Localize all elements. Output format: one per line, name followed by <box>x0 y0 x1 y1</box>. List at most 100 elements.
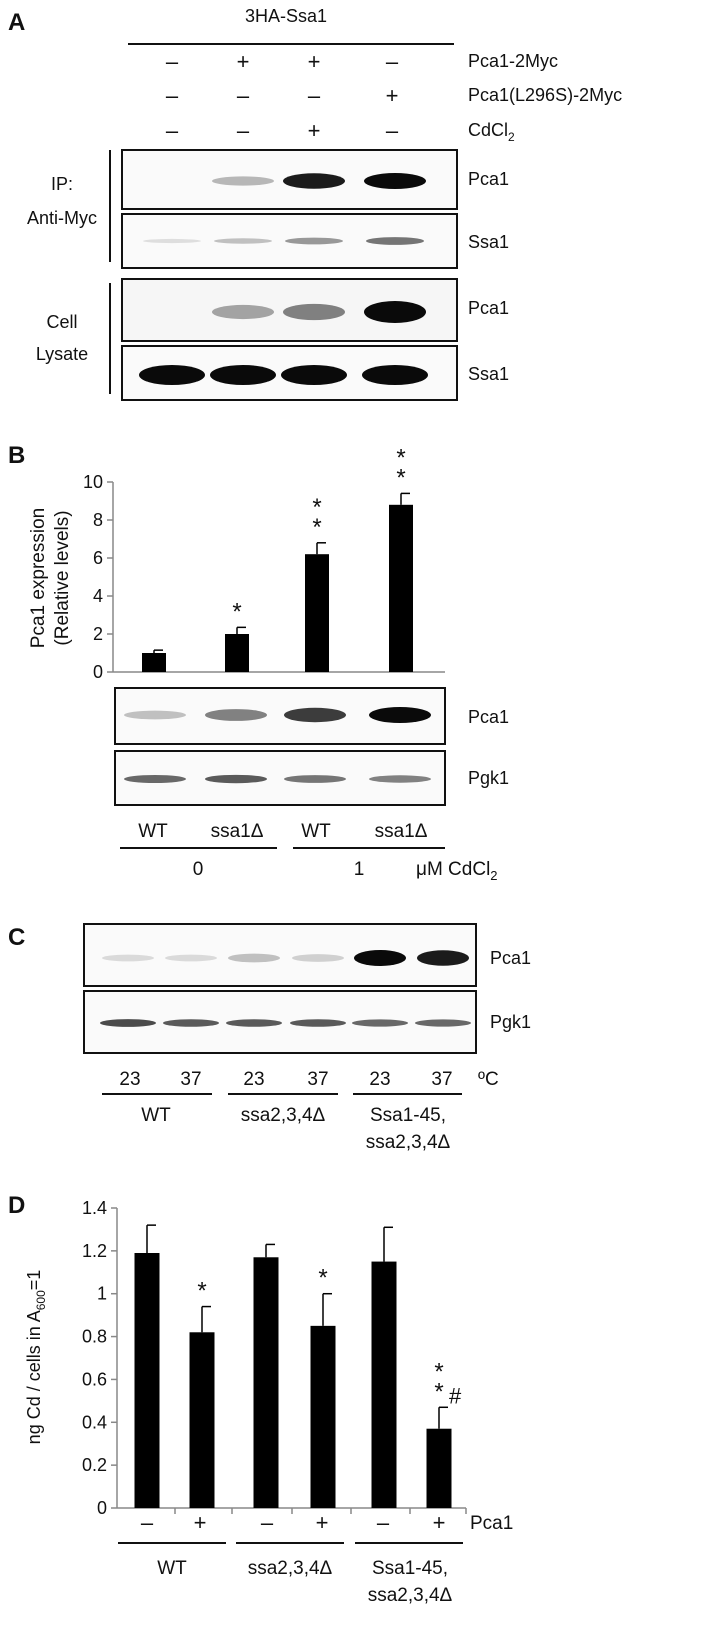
strain-label: ssa2,3,4Δ <box>248 1558 333 1579</box>
bar <box>310 1325 336 1508</box>
blot-band <box>205 709 267 721</box>
construct-label: 3HA-Ssa1 <box>245 6 327 26</box>
lane-label: ssa1Δ <box>375 821 428 842</box>
temp-label: 37 <box>431 1069 452 1090</box>
panel-a-letter: A <box>8 9 25 36</box>
bar <box>426 1428 452 1508</box>
condition-sign: + <box>308 49 321 74</box>
condition-sign: + <box>237 49 250 74</box>
blot-band <box>139 365 205 385</box>
condition-sign: – <box>166 118 179 143</box>
dose-label: 1 <box>354 859 365 880</box>
temp-label: 23 <box>243 1069 264 1090</box>
bands-a <box>139 173 428 385</box>
y-tick-label: 0.8 <box>82 1327 107 1347</box>
blot-label: Pgk1 <box>490 1012 531 1032</box>
blot-band <box>124 710 186 720</box>
pca1-sign: + <box>194 1510 207 1535</box>
blot-band <box>205 774 267 784</box>
blot-band <box>369 775 431 783</box>
strain-label: ssa2,3,4Δ <box>366 1132 451 1153</box>
y-tick-label: 8 <box>93 510 103 530</box>
condition-sign: + <box>386 83 399 108</box>
y-axis-label-line: Pca1 expression <box>28 508 49 648</box>
lane-label: ssa1Δ <box>211 821 264 842</box>
y-tick-label: 1.4 <box>82 1198 107 1218</box>
significance-star: * <box>434 1378 443 1405</box>
y-tick-label: 1 <box>97 1284 107 1304</box>
pca1-sign: – <box>261 1510 274 1535</box>
blot-band <box>226 1019 282 1027</box>
significance-star: * <box>312 514 321 541</box>
dose-unit: μM CdCl2 <box>416 859 498 883</box>
blot-label: Ssa1 <box>468 364 509 384</box>
condition-row-3: – – + – CdCl2 <box>166 118 515 144</box>
condition-row-2: – – – + Pca1(L296S)-2Myc <box>166 83 622 108</box>
chart-d: 00.20.40.60.811.21.4* ***#ng Cd / cells i… <box>24 1198 467 1518</box>
blot-c1: Pca1 <box>83 923 531 987</box>
bar <box>189 1332 215 1508</box>
bar <box>142 653 166 672</box>
pca1-sign: – <box>377 1510 390 1535</box>
condition-sign: + <box>308 118 321 143</box>
group-label-line: IP: <box>51 174 73 194</box>
y-tick-label: 2 <box>93 624 103 644</box>
significance-star: * <box>396 464 405 491</box>
condition-sign: – <box>237 83 250 108</box>
significance-star: * <box>312 494 321 521</box>
blot-band <box>124 774 186 784</box>
blot-band <box>285 237 343 245</box>
blot-label: Pca1 <box>468 169 509 189</box>
blot-band <box>212 304 274 320</box>
significance-star: * <box>318 1265 327 1292</box>
group-label-line: Anti-Myc <box>27 208 97 228</box>
pca1-sign: + <box>433 1510 446 1535</box>
blot-band <box>281 365 347 385</box>
blot-band <box>214 238 272 244</box>
temp-label: 37 <box>180 1069 201 1090</box>
panel-c-letter: C <box>8 924 25 951</box>
y-tick-label: 10 <box>83 472 103 492</box>
temp-label: 37 <box>307 1069 328 1090</box>
panel-b-letter: B <box>8 442 25 469</box>
bands-c <box>100 950 471 1027</box>
strain-label: WT <box>141 1105 171 1126</box>
condition-label: Pca1(L296S)-2Myc <box>468 85 622 105</box>
temp-label: 23 <box>369 1069 390 1090</box>
y-tick-label: 0.2 <box>82 1455 107 1475</box>
blot-band <box>352 1019 408 1027</box>
strain-label: WT <box>157 1558 187 1579</box>
blot-band <box>369 707 431 723</box>
group-label-line: Lysate <box>36 344 88 364</box>
y-axis-label-part: ng Cd / cells in A <box>24 1310 44 1444</box>
blot-label: Pca1 <box>468 298 509 318</box>
y-tick-label: 4 <box>93 586 103 606</box>
condition-sign: – <box>386 49 399 74</box>
significance-star: * <box>396 444 405 471</box>
blot-band <box>102 954 154 962</box>
panel-d-letter: D <box>8 1192 25 1219</box>
blot-label: Ssa1 <box>468 232 509 252</box>
condition-sign: – <box>308 83 321 108</box>
y-tick-label: 6 <box>93 548 103 568</box>
blot-label: Pca1 <box>490 948 531 968</box>
bar <box>305 554 329 672</box>
group-label-line: Cell <box>46 312 77 332</box>
condition-sign: – <box>166 49 179 74</box>
bar <box>253 1257 279 1508</box>
temp-label: 23 <box>119 1069 140 1090</box>
y-tick-label: 0.4 <box>82 1412 107 1432</box>
bands-b <box>124 707 431 784</box>
y-axis-label: Pca1 expression (Relative levels) <box>28 508 73 648</box>
significance-star: * <box>434 1358 443 1385</box>
strain-label: Ssa1-45, <box>372 1558 448 1579</box>
group-ip: IP: Anti-Myc <box>27 150 111 262</box>
blot-band <box>284 707 346 723</box>
blot-band <box>364 301 426 323</box>
blot-label: Pca1 <box>468 707 509 727</box>
blot-band <box>100 1019 156 1027</box>
significance-star: * <box>197 1278 206 1305</box>
blot-band <box>415 1019 471 1027</box>
